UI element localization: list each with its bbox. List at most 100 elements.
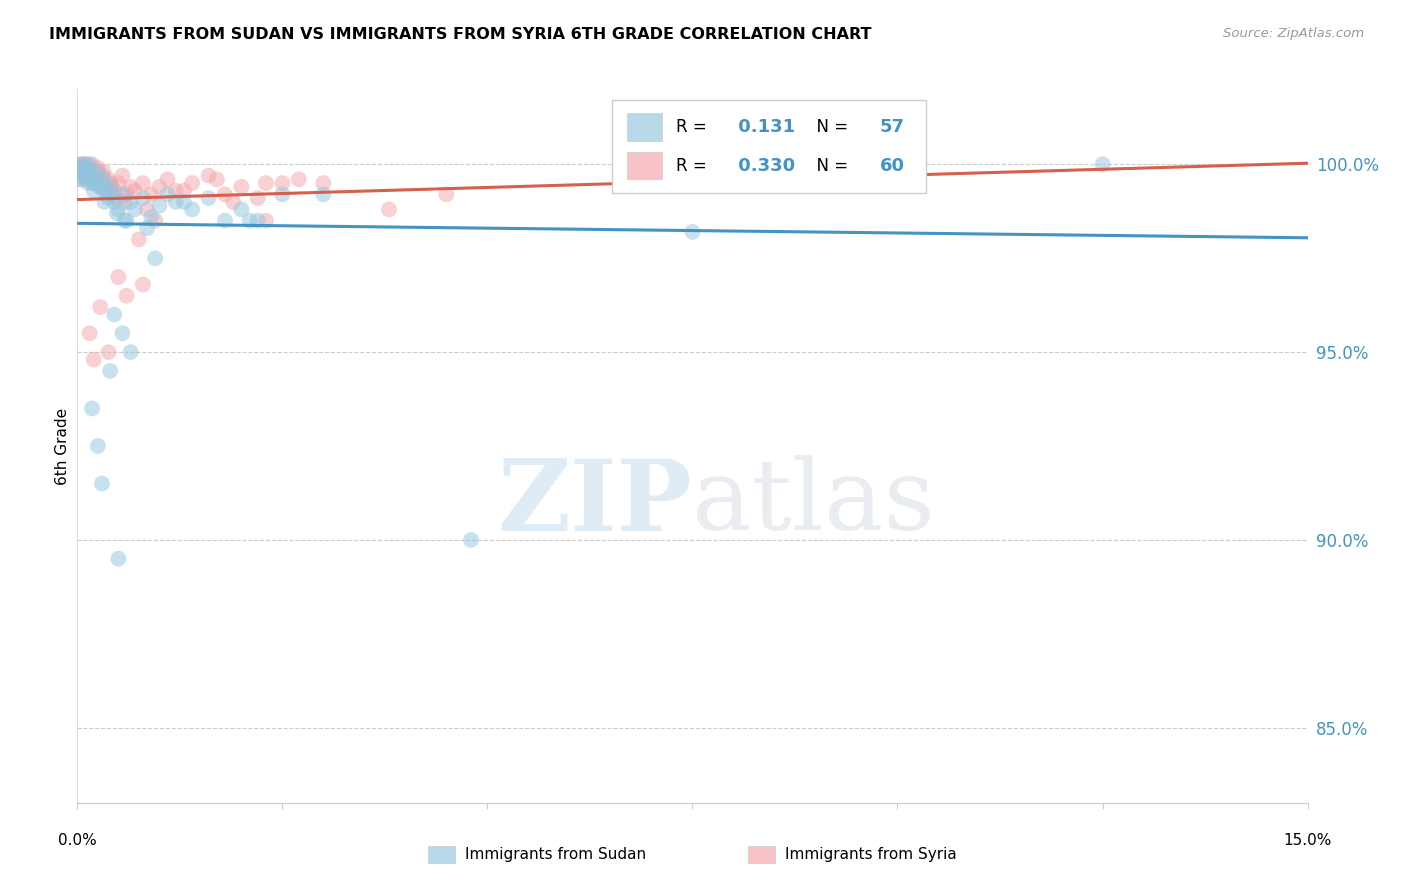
Point <box>86 172 108 186</box>
Point <box>111 169 134 183</box>
Point <box>148 179 170 194</box>
Point <box>136 221 159 235</box>
Point <box>82 401 104 416</box>
Point <box>156 187 179 202</box>
Point <box>82 169 104 183</box>
Point <box>105 191 128 205</box>
Text: 0.330: 0.330 <box>733 157 794 175</box>
Point <box>136 202 159 217</box>
Point <box>763 157 786 171</box>
Point <box>77 169 100 183</box>
Point <box>82 176 104 190</box>
Point <box>165 194 187 209</box>
Point <box>98 364 121 378</box>
Point <box>93 172 115 186</box>
Point <box>132 277 155 292</box>
Point <box>148 199 170 213</box>
Point <box>173 194 195 209</box>
Point <box>246 213 269 227</box>
Point <box>75 157 97 171</box>
Point <box>132 176 155 190</box>
Text: 57: 57 <box>880 118 904 136</box>
Point <box>94 179 117 194</box>
Point <box>197 191 219 205</box>
Point <box>222 194 245 209</box>
Point <box>90 476 114 491</box>
Point <box>89 179 111 194</box>
Text: N =: N = <box>806 118 853 136</box>
FancyBboxPatch shape <box>427 846 456 863</box>
Point <box>87 165 110 179</box>
Point <box>90 176 114 190</box>
Point <box>115 289 138 303</box>
Point <box>93 184 115 198</box>
Point <box>312 176 335 190</box>
Point <box>124 202 146 217</box>
Point <box>165 184 187 198</box>
Text: 15.0%: 15.0% <box>1284 833 1331 848</box>
FancyBboxPatch shape <box>748 846 775 863</box>
Point <box>111 326 134 341</box>
Point <box>97 345 120 359</box>
Point <box>143 213 166 227</box>
Point <box>73 165 96 179</box>
Point <box>114 213 136 227</box>
Point <box>79 169 101 183</box>
Point <box>173 184 195 198</box>
Text: R =: R = <box>676 157 713 175</box>
Point <box>107 202 129 217</box>
Point <box>682 225 704 239</box>
Point <box>103 308 125 322</box>
Point <box>254 213 277 227</box>
Point <box>67 172 90 186</box>
Point <box>83 184 105 198</box>
Point <box>97 172 120 186</box>
Point <box>197 169 219 183</box>
Text: IMMIGRANTS FROM SUDAN VS IMMIGRANTS FROM SYRIA 6TH GRADE CORRELATION CHART: IMMIGRANTS FROM SUDAN VS IMMIGRANTS FROM… <box>49 27 872 42</box>
Point <box>886 176 908 190</box>
Point <box>70 172 93 186</box>
Point <box>205 172 228 186</box>
Point <box>97 191 120 205</box>
Point <box>80 172 103 186</box>
Point <box>98 179 121 194</box>
Point <box>69 157 91 171</box>
Point <box>90 169 114 183</box>
Text: Immigrants from Syria: Immigrants from Syria <box>785 847 956 862</box>
Point <box>67 165 90 179</box>
Point <box>378 202 401 217</box>
Point <box>114 194 136 209</box>
Point <box>83 169 105 183</box>
Point <box>120 194 142 209</box>
Point <box>103 184 125 198</box>
Point <box>75 172 97 186</box>
Point <box>89 172 111 186</box>
Point <box>98 176 121 190</box>
Point <box>75 161 97 175</box>
Point <box>84 176 107 190</box>
Point <box>103 194 125 209</box>
Point <box>120 179 142 194</box>
Point <box>101 179 124 194</box>
Point <box>460 533 482 547</box>
Text: N =: N = <box>806 157 853 175</box>
Text: R =: R = <box>676 118 713 136</box>
Point <box>79 326 101 341</box>
Point <box>75 165 97 179</box>
Point <box>87 161 110 175</box>
Point <box>89 176 111 190</box>
Point <box>271 176 294 190</box>
Point <box>141 187 163 202</box>
Point <box>288 172 311 186</box>
Point <box>143 251 166 265</box>
Point <box>70 157 93 171</box>
Point <box>271 187 294 202</box>
Point <box>72 169 94 183</box>
Point <box>84 165 107 179</box>
Point <box>132 191 155 205</box>
Point <box>128 232 150 246</box>
Text: Source: ZipAtlas.com: Source: ZipAtlas.com <box>1223 27 1364 40</box>
Point <box>70 161 93 175</box>
Text: ZIP: ZIP <box>498 455 693 551</box>
Text: Immigrants from Sudan: Immigrants from Sudan <box>465 847 645 862</box>
